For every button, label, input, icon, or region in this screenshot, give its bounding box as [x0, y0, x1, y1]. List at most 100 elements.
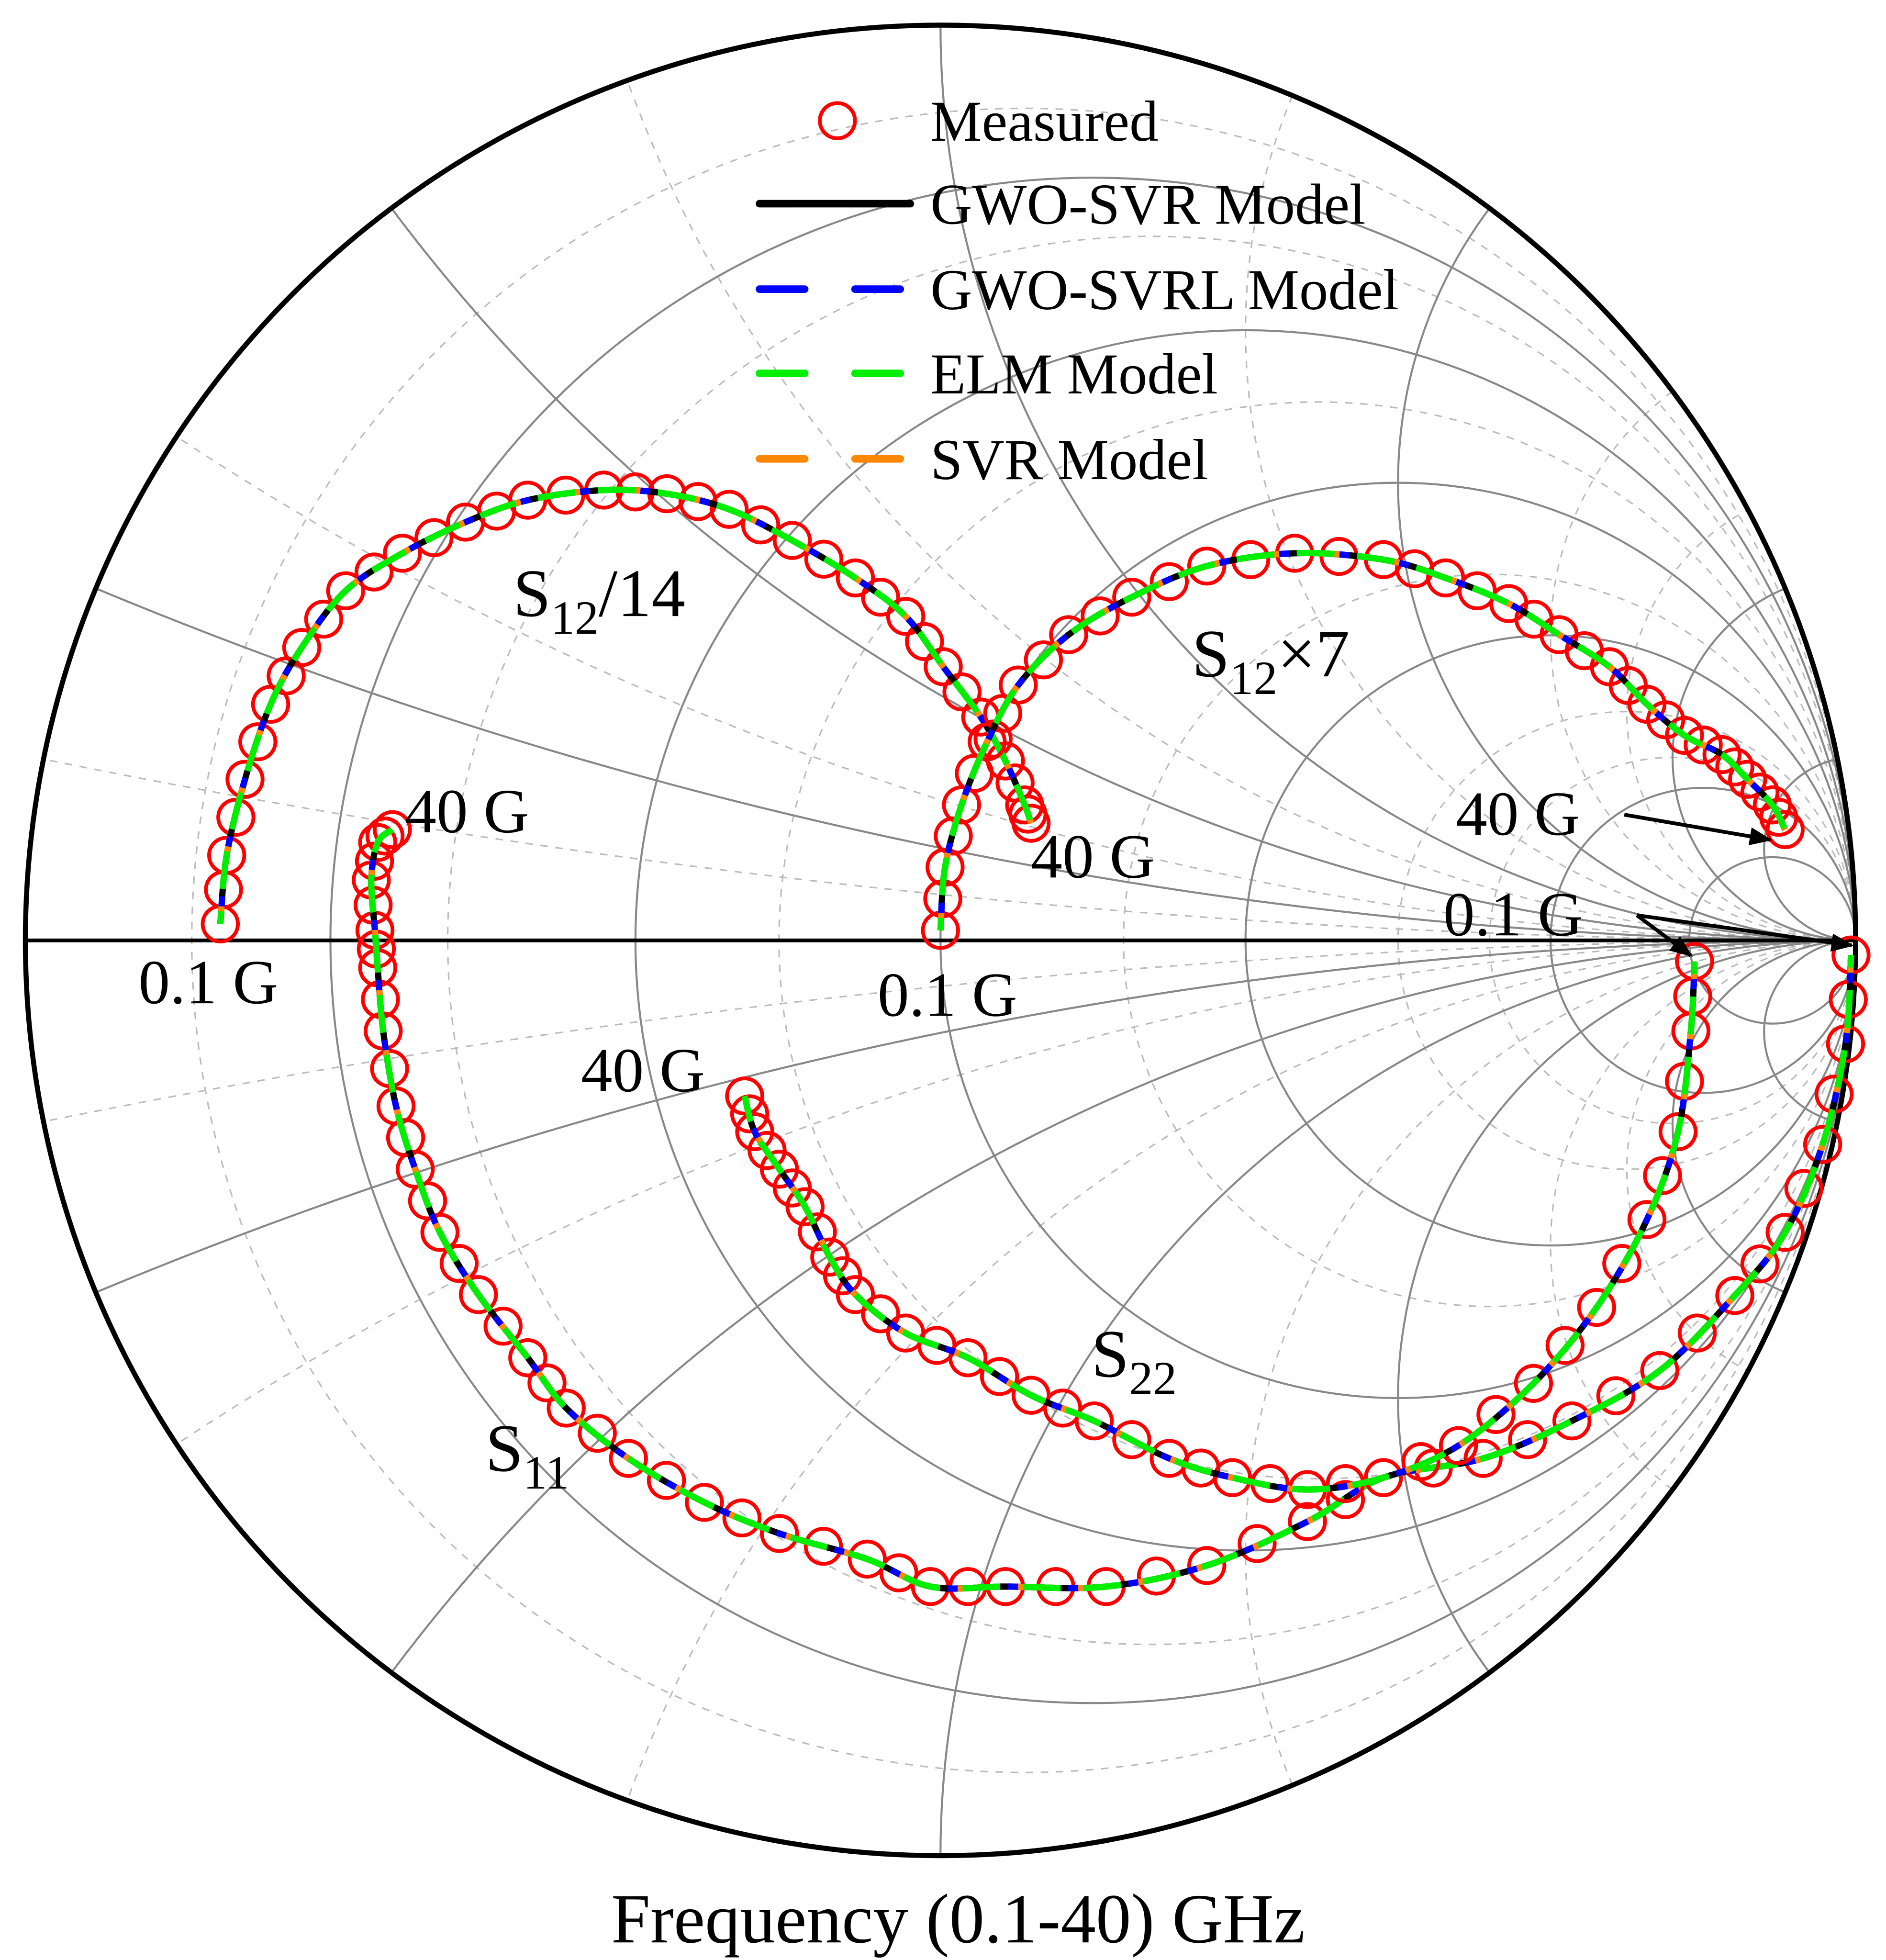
gwo-svrl-line	[368, 827, 1854, 1592]
label-s11-end: 40 G	[405, 777, 529, 846]
reactance-arc	[1763, 758, 1856, 941]
gwo-svrl-line	[741, 961, 1698, 1493]
measured-point	[1187, 546, 1227, 586]
measured-point	[1784, 1169, 1824, 1208]
measured-point	[1596, 1376, 1636, 1415]
measured-point	[225, 760, 265, 799]
reactance-arc	[626, 940, 1856, 1801]
measured-point	[1288, 1502, 1327, 1541]
measured-point	[1765, 1213, 1805, 1252]
reactance-arc	[1671, 587, 1856, 941]
svr-line	[741, 961, 1698, 1493]
reactance-arc	[95, 939, 1856, 1294]
measured-point	[836, 558, 875, 598]
measured-point	[1238, 1524, 1277, 1563]
curves	[201, 470, 1871, 1606]
measured-point	[861, 1294, 900, 1333]
measured-point	[1715, 1276, 1754, 1315]
legend-label-svr: SVR Model	[930, 428, 1208, 492]
reactance-arc	[939, 939, 1856, 1856]
measured-point	[1439, 1426, 1478, 1466]
measured-point	[1049, 615, 1088, 654]
measured-point	[439, 1244, 479, 1283]
measured-point	[1024, 640, 1063, 680]
measured-point	[772, 521, 812, 560]
measured-point	[238, 722, 278, 762]
series-s22	[725, 942, 1714, 1509]
measured-point	[216, 797, 256, 837]
legend-marker-measured	[818, 101, 857, 140]
measured-point	[1514, 1364, 1553, 1403]
measured-point	[999, 665, 1038, 705]
reactance-arc	[1397, 207, 1856, 941]
reactance-arc	[1550, 391, 1856, 941]
gwo-svr-line	[217, 486, 1034, 924]
reactance-arc	[391, 939, 1856, 1673]
outer-circle	[22, 22, 1858, 1859]
elm-line	[937, 549, 1788, 931]
measured-point	[886, 1313, 926, 1353]
series-s12-14	[201, 470, 1051, 944]
label-s12x-start: 0.1 G	[878, 960, 1017, 1030]
elm-line	[368, 827, 1854, 1592]
measured-point	[578, 1413, 617, 1453]
reactance-arc	[1626, 509, 1856, 941]
arrow-0.1g-outer	[1636, 913, 1854, 952]
measured-point	[1508, 1420, 1547, 1459]
label-s11: S11	[485, 1411, 569, 1499]
label-s22: S22	[1091, 1316, 1177, 1405]
reactance-arc	[176, 940, 1856, 1445]
measured-point	[798, 1212, 837, 1252]
measured-point	[1187, 1546, 1227, 1585]
legend-label-gwo-svr: GWO-SVR Model	[930, 173, 1365, 237]
measured-point	[1112, 577, 1151, 617]
measured-point	[373, 810, 412, 850]
measured-point	[1677, 1313, 1717, 1353]
measured-point	[483, 1307, 523, 1346]
measured-point	[508, 1338, 547, 1378]
label-right-start: 0.1 G	[1443, 880, 1583, 949]
measured-point	[458, 1275, 498, 1314]
measured-point	[376, 1086, 416, 1126]
legend: Measured GWO-SVR Model GWO-SVRL Model EL…	[756, 90, 1399, 492]
measured-point	[365, 817, 405, 856]
measured-point	[942, 672, 982, 712]
measured-point	[804, 539, 844, 579]
label-s12x-end: 40 G	[1456, 779, 1580, 849]
measured-point	[1149, 562, 1189, 601]
measured-point	[848, 1539, 887, 1579]
measured-point	[905, 622, 944, 661]
measured-point	[282, 628, 322, 667]
measured-point	[508, 481, 547, 520]
measured-point	[1715, 747, 1754, 787]
reactance-arc	[1671, 939, 1856, 1294]
measured-point	[735, 1112, 774, 1152]
reactance-arc	[1550, 940, 1856, 1490]
svr-line	[217, 486, 1034, 924]
measured-point	[1602, 1244, 1641, 1283]
measured-point	[886, 597, 926, 636]
reactance-arc	[176, 436, 1856, 941]
measured-point	[810, 1237, 849, 1277]
reactance-arc	[626, 80, 1856, 941]
measured-point	[879, 1553, 918, 1592]
label-s12-x7: S12×7	[1192, 616, 1350, 705]
reactance-arc	[939, 25, 1856, 941]
measured-point	[358, 823, 397, 862]
measured-point	[1728, 760, 1767, 799]
series-s12-7	[921, 534, 1805, 950]
measured-point	[547, 1389, 586, 1428]
measured-point	[861, 577, 900, 617]
measured-point	[1112, 1420, 1151, 1459]
measured-point	[304, 599, 344, 639]
measured-point	[1740, 773, 1780, 812]
legend-label-gwo-svrl: GWO-SVRL Model	[930, 258, 1399, 322]
measured-point	[1684, 725, 1723, 765]
arrow-0.1g-s22	[1636, 914, 1693, 957]
reactance-arc	[391, 207, 1856, 941]
label-s12-div14: S12/14	[513, 556, 685, 644]
label-s22-end: 40 G	[581, 1036, 705, 1105]
legend-label-elm: ELM Model	[930, 342, 1218, 406]
measured-point	[1401, 1442, 1440, 1481]
measured-point	[709, 490, 749, 529]
